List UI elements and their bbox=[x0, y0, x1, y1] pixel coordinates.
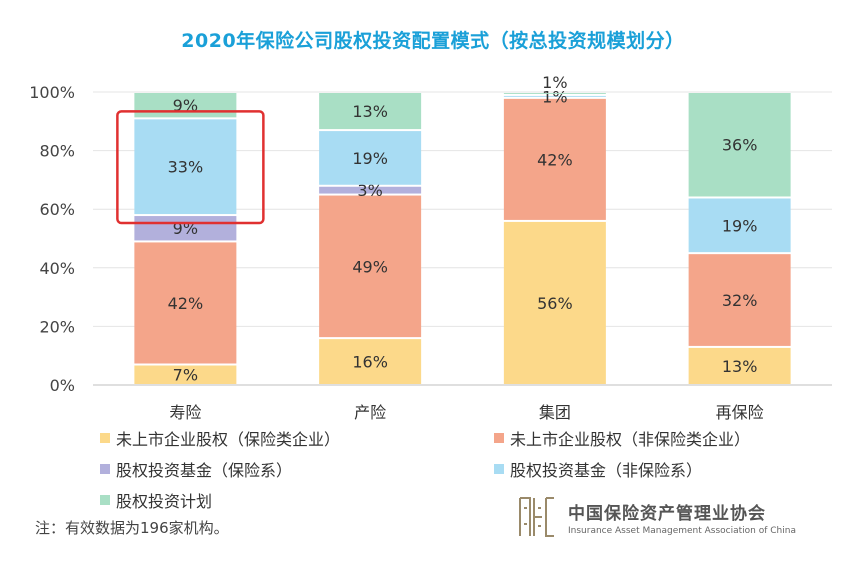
bar-segment-3-4 bbox=[688, 93, 791, 197]
bar-segment-0-0 bbox=[134, 365, 237, 384]
data-label-0-0: 7% bbox=[173, 366, 198, 385]
bar-segment-2-1 bbox=[503, 98, 606, 220]
y-tick-label-5: 100% bbox=[29, 83, 75, 102]
legend-label-4: 股权投资计划 bbox=[116, 492, 213, 511]
data-label-1-1: 49% bbox=[352, 257, 388, 276]
chart-title: 2020年保险公司股权投资配置模式（按总投资规模划分） bbox=[181, 30, 685, 52]
association-logo-mark-icon bbox=[519, 497, 554, 537]
bar-segment-3-0 bbox=[688, 347, 791, 384]
y-tick-label-4: 80% bbox=[39, 142, 75, 161]
legend-item-1: 未上市企业股权（非保险类企业） bbox=[494, 426, 750, 450]
legend-label-1: 未上市企业股权（非保险类企业） bbox=[510, 430, 751, 449]
data-label-0-3: 33% bbox=[168, 158, 204, 177]
y-tick-label-0: 0% bbox=[50, 376, 75, 395]
data-label-0-1: 42% bbox=[168, 294, 204, 313]
data-label-3-4: 36% bbox=[722, 136, 758, 155]
legend-swatch-4 bbox=[100, 495, 110, 505]
data-label-3-3: 19% bbox=[722, 216, 758, 235]
legend-item-4: 股权投资计划 bbox=[100, 488, 212, 512]
bar-segment-1-2 bbox=[319, 186, 422, 194]
legend-swatch-0 bbox=[100, 433, 110, 443]
bar-segment-1-1 bbox=[319, 195, 422, 338]
data-label-1-2: 3% bbox=[357, 181, 382, 200]
x-tick-label-2: 集团 bbox=[539, 403, 571, 422]
legend-label-2: 股权投资基金（保险系） bbox=[116, 461, 293, 480]
legend-swatch-2 bbox=[100, 464, 110, 474]
legend-item-0: 未上市企业股权（保险类企业） bbox=[100, 426, 340, 450]
y-tick-label-3: 60% bbox=[39, 200, 75, 219]
stacked-bar-chart: 0%20%40%60%80%100%7%42%9%33%9%寿险16%49%3%… bbox=[29, 73, 832, 422]
legend-item-2: 股权投资基金（保险系） bbox=[100, 457, 292, 481]
data-label-2-0: 56% bbox=[537, 294, 573, 313]
bar-segment-2-4 bbox=[503, 93, 606, 94]
x-tick-label-0: 寿险 bbox=[169, 403, 201, 422]
data-label-2-4: 1% bbox=[542, 73, 567, 92]
data-label-2-1: 42% bbox=[537, 150, 573, 169]
data-label-3-0: 13% bbox=[722, 357, 758, 376]
data-label-3-1: 32% bbox=[722, 291, 758, 310]
bar-segment-0-1 bbox=[134, 242, 237, 364]
bar-segment-2-0 bbox=[503, 221, 606, 384]
legend-swatch-3 bbox=[494, 464, 504, 474]
bar-segment-0-4 bbox=[134, 93, 237, 118]
logo-name-cn: 中国保险资产管理业协会 bbox=[568, 503, 766, 524]
x-tick-label-1: 产险 bbox=[354, 403, 386, 422]
logo-name-en: Insurance Asset Management Association o… bbox=[568, 525, 796, 536]
bar-segment-0-3 bbox=[134, 119, 237, 215]
bar-segment-1-4 bbox=[319, 93, 422, 130]
footnote: 注：有效数据为196家机构。 bbox=[35, 519, 229, 537]
bar-segment-1-3 bbox=[319, 131, 422, 185]
association-logo: 中国保险资产管理业协会 Insurance Asset Management A… bbox=[516, 494, 796, 540]
data-label-2-3: 1% bbox=[542, 87, 567, 106]
data-label-1-3: 19% bbox=[352, 149, 388, 168]
y-tick-label-1: 20% bbox=[39, 317, 75, 336]
data-label-1-0: 16% bbox=[352, 353, 388, 372]
bar-segment-3-1 bbox=[688, 254, 791, 346]
y-tick-label-2: 40% bbox=[39, 259, 75, 278]
highlight-box bbox=[116, 110, 265, 225]
bar-segment-3-3 bbox=[688, 198, 791, 253]
legend-label-0: 未上市企业股权（保险类企业） bbox=[116, 430, 341, 449]
x-tick-label-3: 再保险 bbox=[716, 403, 764, 422]
bar-segment-0-2 bbox=[134, 216, 237, 241]
legend-label-3: 股权投资基金（非保险系） bbox=[510, 461, 703, 480]
data-label-1-4: 13% bbox=[352, 102, 388, 121]
legend-item-3: 股权投资基金（非保险系） bbox=[494, 457, 702, 481]
legend-swatch-1 bbox=[494, 433, 504, 443]
bar-segment-2-3 bbox=[503, 95, 606, 97]
bar-segment-1-0 bbox=[319, 339, 422, 384]
logo-text: 中国保险资产管理业协会 Insurance Asset Management A… bbox=[568, 499, 796, 536]
